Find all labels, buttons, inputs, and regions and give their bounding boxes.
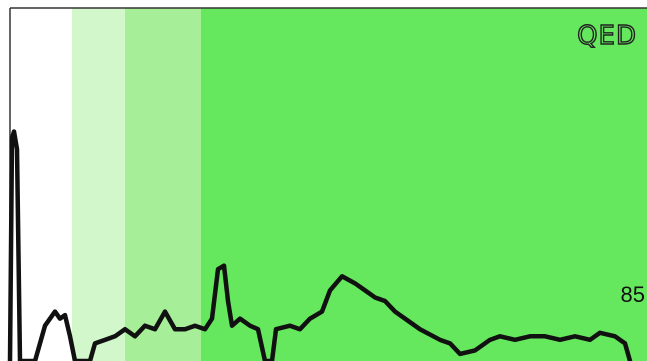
band xyxy=(72,8,125,361)
data-line xyxy=(7,129,633,361)
band xyxy=(201,8,647,361)
bands xyxy=(72,8,647,361)
plot xyxy=(7,129,633,361)
qed-label: QED xyxy=(577,21,637,51)
band xyxy=(125,8,201,361)
value-annotation: 85 xyxy=(621,282,645,307)
